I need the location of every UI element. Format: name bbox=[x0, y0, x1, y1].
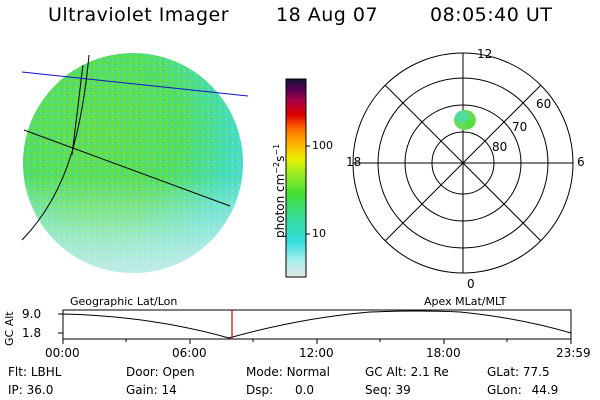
instrument-title: Ultraviolet Imager bbox=[48, 4, 230, 26]
x-tick-1800: 18:00 bbox=[426, 346, 461, 360]
lat-label-60: 60 bbox=[536, 97, 552, 111]
color-bar bbox=[285, 78, 310, 278]
mlt-label-6: 6 bbox=[577, 155, 585, 169]
date-label: 18 Aug 07 bbox=[276, 4, 379, 26]
info-filter: Flt: LBHL bbox=[8, 365, 62, 379]
info-glon: GLon: 44.9 bbox=[487, 383, 559, 397]
info-gc-alt: GC Alt: 2.1 Re bbox=[365, 365, 449, 379]
x-tick-0000: 00:00 bbox=[45, 346, 80, 360]
mlt-label-12: 12 bbox=[477, 47, 493, 61]
geo-meridian bbox=[21, 54, 90, 241]
info-seq: Seq: 39 bbox=[365, 383, 411, 397]
apex-title: Apex MLat/MLT bbox=[424, 295, 507, 308]
y-tick-top: 9.0 bbox=[22, 307, 42, 321]
geo-line-blue bbox=[21, 71, 249, 97]
mlt-label-18: 18 bbox=[346, 155, 362, 169]
mlt-label-0: 0 bbox=[467, 277, 475, 291]
altitude-timeline bbox=[58, 309, 572, 344]
info-door: Door: Open bbox=[126, 365, 195, 379]
info-dsp: Dsp: 0.0 bbox=[246, 383, 315, 397]
lat-label-70: 70 bbox=[512, 120, 528, 134]
altitude-curve bbox=[62, 310, 572, 339]
uv-disk-image bbox=[21, 53, 249, 273]
aurora-blob bbox=[454, 110, 476, 130]
info-ip: IP: 36.0 bbox=[8, 383, 54, 397]
colorbar-tick-10: 10 bbox=[312, 227, 326, 240]
colorbar-unit-label: photon cm−2s−1 bbox=[272, 143, 287, 238]
info-gain: Gain: 14 bbox=[126, 383, 177, 397]
colorbar-tick-100: 100 bbox=[312, 139, 333, 152]
lat-label-80: 80 bbox=[492, 140, 508, 154]
info-mode: Mode: Normal bbox=[246, 365, 330, 379]
gc-alt-axis-title: GC Alt bbox=[3, 311, 16, 346]
time-label: 08:05:40 UT bbox=[430, 4, 553, 26]
info-glat: GLat: 77.5 bbox=[487, 365, 550, 379]
x-tick-2359: 23:59 bbox=[556, 346, 591, 360]
x-tick-1200: 12:00 bbox=[299, 346, 334, 360]
polar-plot bbox=[352, 52, 574, 274]
x-tick-0600: 06:00 bbox=[172, 346, 207, 360]
geographic-title: Geographic Lat/Lon bbox=[70, 295, 178, 308]
y-tick-bottom: 1.8 bbox=[22, 326, 42, 340]
geo-line-diagonal bbox=[23, 129, 231, 207]
